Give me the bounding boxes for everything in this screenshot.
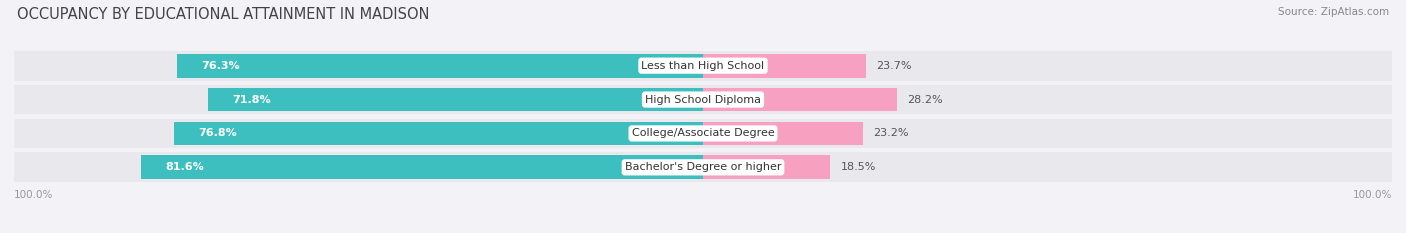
- Bar: [703, 155, 831, 179]
- Text: High School Diploma: High School Diploma: [645, 95, 761, 105]
- Text: 76.3%: 76.3%: [201, 61, 240, 71]
- Text: 100.0%: 100.0%: [1353, 190, 1392, 200]
- Bar: [177, 54, 703, 78]
- Text: 28.2%: 28.2%: [908, 95, 943, 105]
- Bar: [703, 119, 1392, 148]
- Bar: [174, 122, 703, 145]
- Bar: [703, 88, 897, 111]
- Bar: [14, 119, 703, 148]
- Text: 23.2%: 23.2%: [873, 128, 908, 138]
- Text: OCCUPANCY BY EDUCATIONAL ATTAINMENT IN MADISON: OCCUPANCY BY EDUCATIONAL ATTAINMENT IN M…: [17, 7, 429, 22]
- Bar: [14, 85, 703, 114]
- Text: Less than High School: Less than High School: [641, 61, 765, 71]
- Text: 100.0%: 100.0%: [14, 190, 53, 200]
- Bar: [14, 152, 703, 182]
- Text: 23.7%: 23.7%: [876, 61, 912, 71]
- Bar: [703, 51, 1392, 81]
- Bar: [141, 155, 703, 179]
- Text: Source: ZipAtlas.com: Source: ZipAtlas.com: [1278, 7, 1389, 17]
- Bar: [703, 85, 1392, 114]
- Text: 71.8%: 71.8%: [232, 95, 271, 105]
- Text: 81.6%: 81.6%: [165, 162, 204, 172]
- Bar: [703, 54, 866, 78]
- Bar: [208, 88, 703, 111]
- Text: 18.5%: 18.5%: [841, 162, 876, 172]
- Text: College/Associate Degree: College/Associate Degree: [631, 128, 775, 138]
- Bar: [703, 152, 1392, 182]
- Text: 76.8%: 76.8%: [198, 128, 236, 138]
- Bar: [703, 122, 863, 145]
- Bar: [14, 51, 703, 81]
- Text: Bachelor's Degree or higher: Bachelor's Degree or higher: [624, 162, 782, 172]
